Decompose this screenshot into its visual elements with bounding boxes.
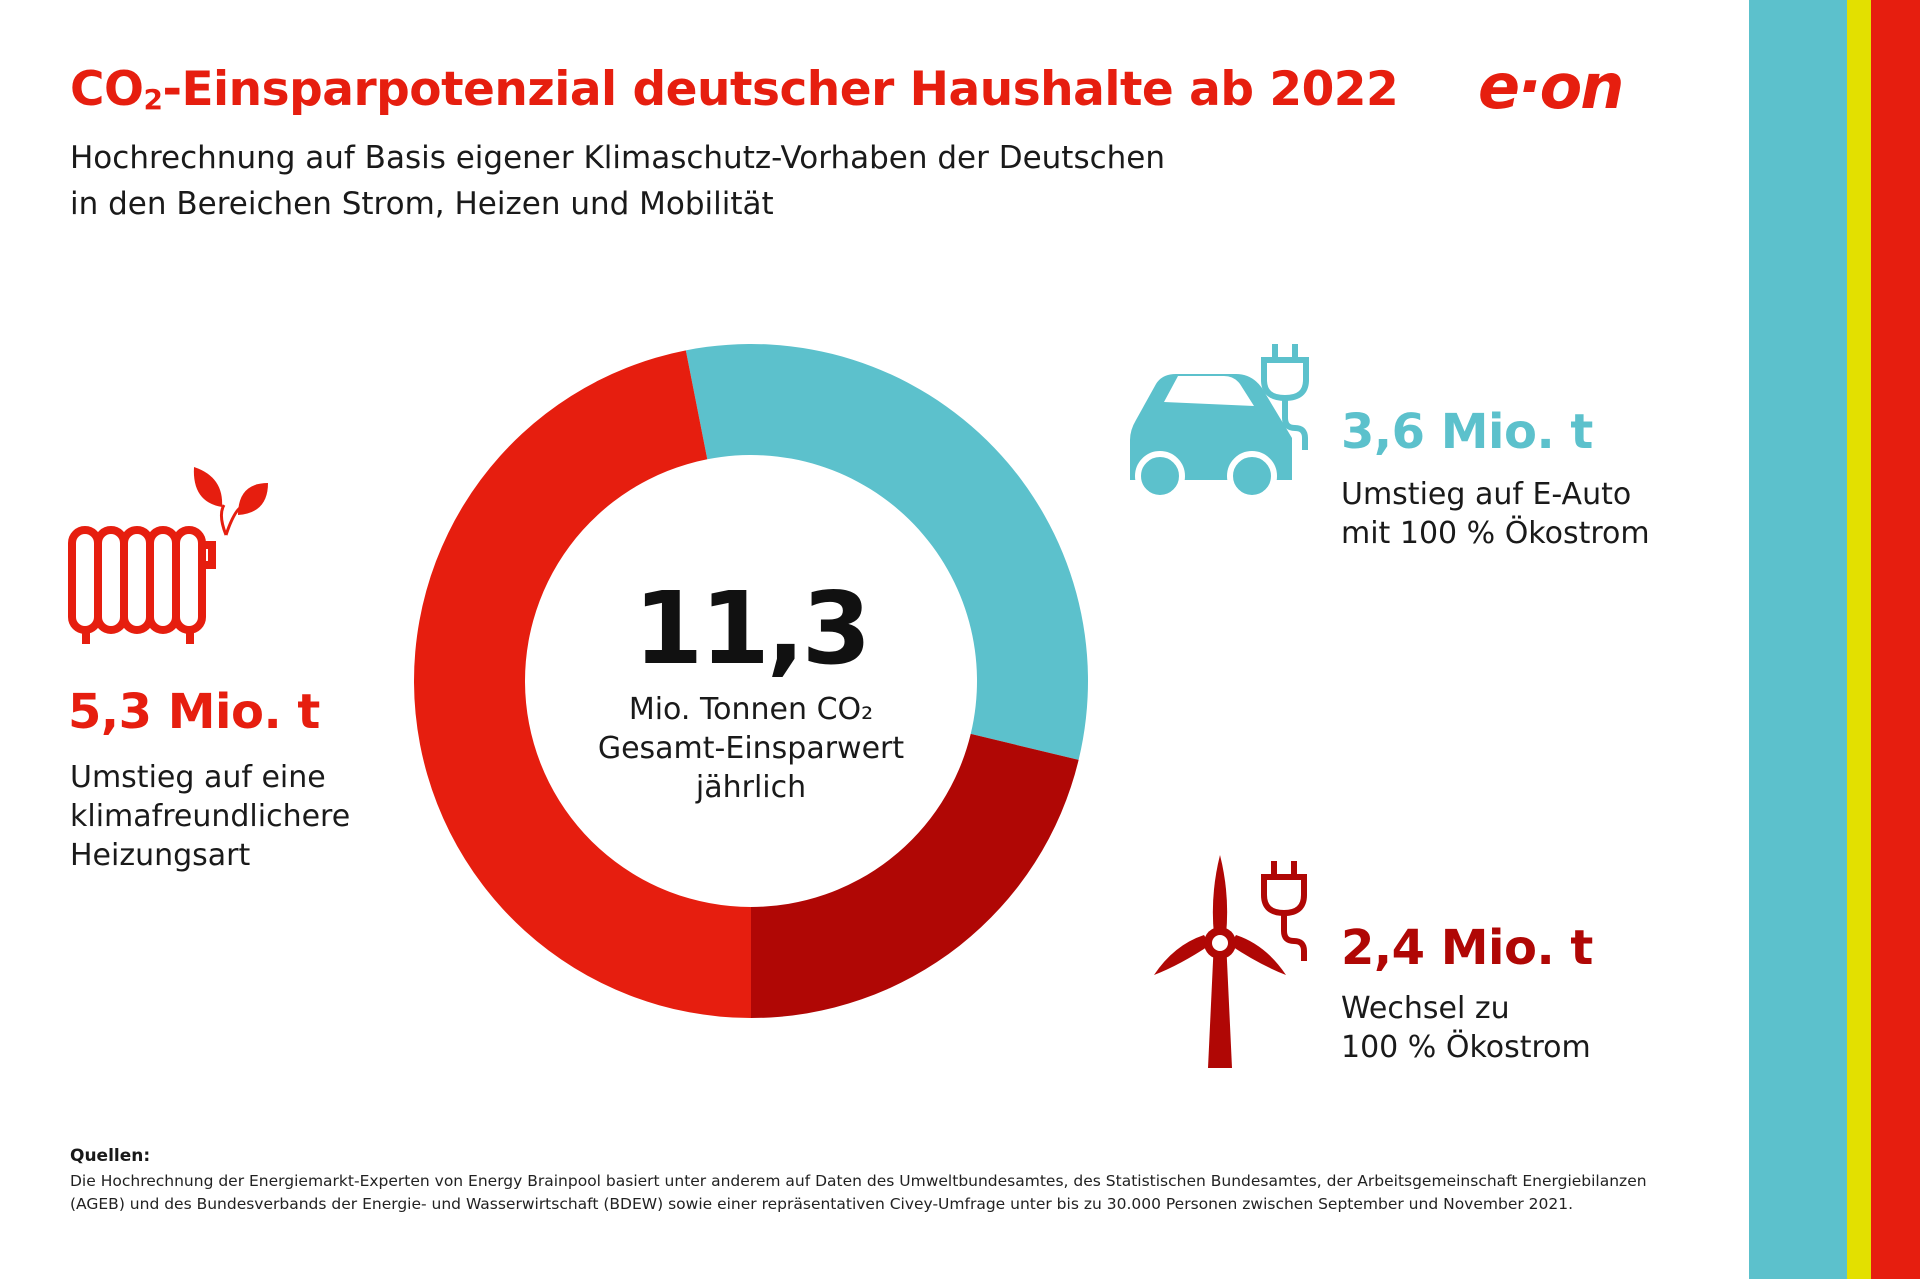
total-label-line-2: Gesamt-Einsparwert [597, 731, 905, 766]
sources-heading: Quellen: [70, 1146, 151, 1166]
radiator-leaves-icon [68, 467, 268, 644]
page-title: CO2-Einsparpotenzial deutscher Haushalte… [70, 62, 1399, 117]
sources-line-1: Die Hochrechnung der Energiemarkt-Expert… [70, 1172, 1647, 1190]
total-label-line-1: Mio. Tonnen CO₂ [628, 692, 874, 727]
donut-slice-0 [685, 344, 1089, 760]
green-power-desc-2: 100 % Ökostrom [1341, 1030, 1591, 1065]
heating-desc-3: Heizungsart [70, 838, 251, 873]
green-power-desc-1: Wechsel zu [1341, 991, 1510, 1026]
heating-value: 5,3 Mio. t [68, 684, 320, 740]
sources-line-2: (AGEB) und des Bundesverbands der Energi… [70, 1195, 1574, 1213]
heating-desc-1: Umstieg auf eine [70, 760, 326, 795]
ecar-value: 3,6 Mio. t [1341, 404, 1593, 460]
total-label-line-3: jährlich [695, 770, 807, 805]
green-power-value: 2,4 Mio. t [1341, 920, 1593, 976]
donut-slice-1 [751, 733, 1079, 1018]
ecar-desc-2: mit 100 % Ökostrom [1341, 516, 1650, 551]
total-value: 11,3 [633, 570, 872, 687]
title-text: CO [70, 62, 144, 117]
donut-slice-2 [413, 350, 751, 1018]
title-subscript: 2 [143, 83, 163, 116]
wind-turbine-plug-icon [1154, 855, 1307, 1068]
title-text: -Einsparpotenzial deutscher Haushalte ab… [162, 62, 1399, 117]
logo-text: e·on [1478, 58, 1622, 118]
stripe-cyan [1749, 0, 1847, 1279]
stripe-red [1871, 0, 1920, 1279]
subtitle-line-2: in den Bereichen Strom, Heizen und Mobil… [70, 186, 774, 222]
eon-logo: e·on [1478, 58, 1624, 118]
electric-car-icon [1130, 344, 1309, 500]
stripe-yellow [1847, 0, 1871, 1279]
ecar-desc-1: Umstieg auf E-Auto [1341, 477, 1632, 512]
subtitle-line-1: Hochrechnung auf Basis eigener Klimaschu… [70, 140, 1166, 176]
heating-desc-2: klimafreundlichere [70, 799, 351, 834]
